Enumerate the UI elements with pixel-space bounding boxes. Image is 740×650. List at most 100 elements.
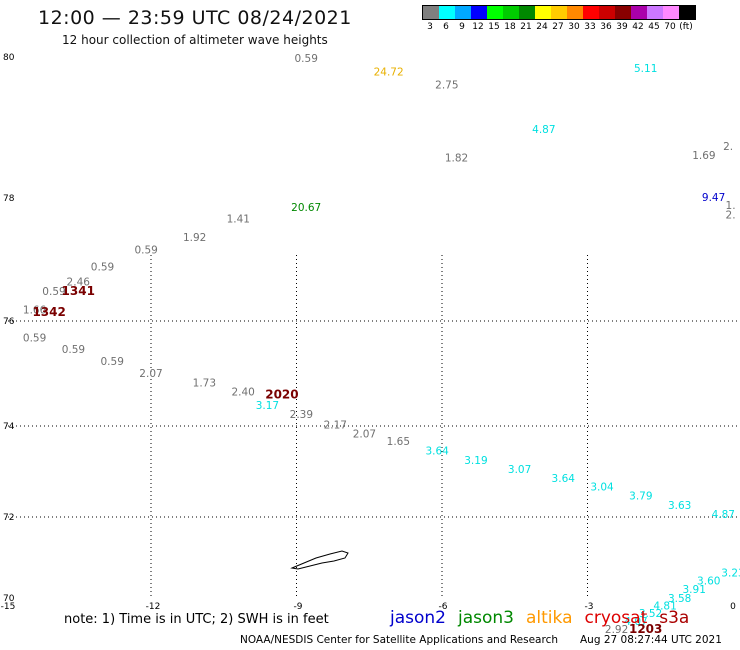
legend-label: 36 [600,22,612,32]
wave-height-value: 2.40 [231,387,254,399]
wave-height-value: 3.91 [683,584,706,596]
wave-height-value: 3.64 [552,473,576,485]
wave-height-value: 3.63 [668,500,691,512]
wave-height-value: 3.19 [464,455,487,467]
pass-time-label: 1203 [629,622,662,636]
legend-label: 21 [520,22,532,32]
legend-label: 9 [459,22,465,32]
lat-tick-label: 72 [3,513,14,523]
wave-height-value: 2.07 [139,368,162,380]
lon-tick-label: -6 [439,602,448,612]
lon-tick-label: 0 [730,602,736,612]
satellite-name-jason2: jason2 [390,608,446,628]
lat-lon-grid [8,255,740,598]
legend-swatch [679,6,695,19]
legend-label: 24 [536,22,548,32]
legend-swatch [663,6,679,19]
wave-height-value: 2.07 [353,428,376,440]
legend-label: 27 [552,22,564,32]
legend-swatch [599,6,615,19]
wave-height-value: 2. [726,209,736,221]
satellite-name-altika: altika [526,608,573,628]
satellite-name-cryosat: cryosat [584,608,648,628]
legend-swatch [503,6,519,19]
wave-height-value: 2.46 [67,276,91,288]
legend-swatch [615,6,631,19]
pass-time-label: 1342 [32,305,65,319]
legend-label: 33 [584,22,596,32]
wave-height-value: 4.81 [653,601,676,613]
legend-swatch [583,6,599,19]
legend-label-row: 3 6 9 12 15 18 21 24 27 30 33 36 39 42 45 70 (ft) [422,22,696,32]
wave-height-value: 0.59 [295,53,318,65]
wave-height-value: 3.79 [629,491,652,503]
satellite-legend: jason2 jason3 altika cryosat s3a [390,608,701,628]
legend-label: 42 [632,22,644,32]
legend-swatch [471,6,487,19]
wave-height-value: 1.66 [23,305,47,317]
wave-height-value: 0.59 [42,286,65,298]
legend-label: (ft) [679,22,693,32]
wave-height-value: 1.41 [227,214,250,226]
legend-label: 12 [472,22,484,32]
wave-height-value: 0.59 [101,356,124,368]
legend-swatch [487,6,503,19]
legend-label: 18 [504,22,516,32]
legend-label: 30 [568,22,580,32]
wave-height-value: 1.65 [387,436,410,448]
lon-tick-label: -3 [585,602,594,612]
wave-height-value: 0.59 [62,344,85,356]
wave-height-value: 3.07 [508,464,531,476]
legend-swatch [631,6,647,19]
page-title: 12:00 — 23:59 UTC 08/24/2021 [38,7,352,29]
wave-height-value: 20.67 [291,202,321,214]
wave-height-value: 1.82 [445,152,468,164]
wave-height-value: 0.59 [134,244,157,256]
legend-swatch [647,6,663,19]
wave-height-value: 4.07 [624,616,647,628]
wave-height-value: 2.39 [290,409,313,421]
legend-swatch [439,6,455,19]
wave-height-value: 1.73 [193,378,216,390]
wave-height-value: 1. [726,200,736,212]
legend-swatch [455,6,471,19]
timestamp: Aug 27 08:27:44 UTC 2021 [580,634,722,646]
lat-tick-label: 78 [3,194,15,204]
legend-label: 6 [443,22,449,32]
wave-height-value: 2.17 [324,419,347,431]
legend-swatch [423,6,439,19]
wave-height-value: 9.47 [702,192,725,204]
wave-height-value: 2. [723,141,733,153]
wave-height-value: 0.59 [91,262,114,274]
lon-tick-label: -12 [146,602,161,612]
legend-label: 70 [664,22,676,32]
wave-height-value: 3.60 [697,576,720,588]
wave-height-value: 3.52 [639,608,662,620]
footnote: note: 1) Time is in UTC; 2) SWH is in fe… [64,612,329,627]
island-outline [290,550,349,570]
legend-swatch-bar [422,5,696,20]
legend-label: 39 [616,22,628,32]
legend-swatch [519,6,535,19]
lat-tick-label: 80 [3,53,15,63]
wave-height-value: 1.92 [183,232,206,244]
axis-labels: 80 78 76 74 72 70-15 -12 -9 -6 -3 0 [1,53,736,612]
lat-tick-label: 70 [3,594,15,604]
legend-swatch [551,6,567,19]
wave-height-value: 5.11 [634,63,657,75]
lat-tick-label: 74 [3,422,15,432]
legend-label: 15 [488,22,500,32]
lon-tick-label: -15 [1,602,16,612]
wave-height-value: 24.72 [374,66,404,78]
legend-swatch [567,6,583,19]
credit-line: NOAA/NESDIS Center for Satellite Applica… [240,634,558,646]
pass-time-label: 2020 [265,388,298,402]
page-subtitle: 12 hour collection of altimeter wave hei… [62,33,328,47]
color-legend: 3 6 9 12 15 18 21 24 27 30 33 36 39 42 45 70 (ft) [422,5,696,32]
wave-height-value: 2.92 [605,624,628,636]
lon-tick-label: -9 [294,602,303,612]
wave-height-value: 3.23 [721,568,740,580]
satellite-name-jason3: jason3 [458,608,514,628]
wave-height-value: 3.58 [668,593,691,605]
